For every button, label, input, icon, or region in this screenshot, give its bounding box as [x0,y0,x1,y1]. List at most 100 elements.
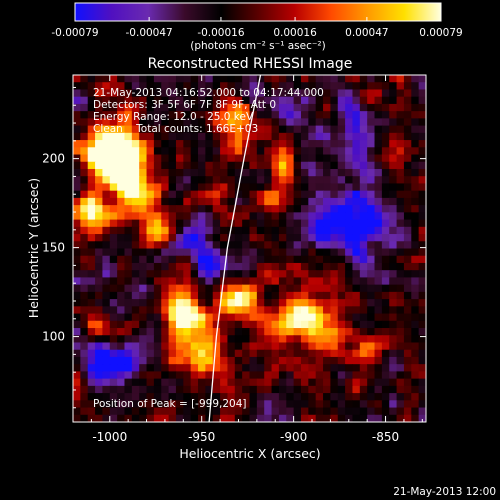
heatmap-cell [278,328,287,336]
heatmap-cell [389,82,398,91]
heatmap-cell [80,197,89,206]
heatmap-cell [212,364,221,372]
heatmap-cell [330,226,339,235]
heatmap-cell [117,75,126,83]
heatmap-cell [124,212,133,221]
heatmap-cell [212,111,221,119]
heatmap-cell [330,161,339,170]
heatmap-cell [330,277,339,286]
heatmap-cell [212,371,221,380]
heatmap-cell [278,378,287,387]
heatmap-cell [109,328,118,336]
heatmap-cell [293,205,302,213]
heatmap-cell [374,284,383,293]
heatmap-cell [109,125,118,134]
heatmap-cell [242,371,251,380]
heatmap-cell [293,277,302,286]
heatmap-cell [220,132,229,141]
heatmap-cell [264,82,273,91]
heatmap-cell [131,75,140,83]
heatmap-cell [374,277,383,286]
heatmap-cell [109,241,118,250]
heatmap-cell [220,161,229,170]
heatmap-cell [278,248,287,257]
heatmap-cell [124,335,133,344]
heatmap-cell [323,82,331,91]
heatmap-cell [190,140,199,148]
heatmap-cell [315,241,324,250]
heatmap-cell [264,335,273,344]
heatmap-cell [374,234,383,242]
heatmap-cell [403,241,412,250]
heatmap-cell [389,176,398,185]
heatmap-cell [168,306,177,315]
heatmap-cell [308,219,317,228]
heatmap-cell [345,356,354,365]
heatmap-cell [300,407,309,416]
heatmap-cell [124,183,133,192]
heatmap-cell [227,306,236,315]
heatmap-cell [418,197,426,206]
heatmap-cell [146,299,155,307]
heatmap-cell [242,147,251,156]
colorbar-ticks: -0.00079 -0.00047 -0.00016 0.00016 0.00047 0.… [51,17,463,39]
heatmap-cell [227,89,236,98]
heatmap-cell [234,284,243,293]
heatmap-cell [95,234,104,242]
colorbar-unit-label: (photons cm⁻² s⁻¹ asec⁻²) [190,40,325,52]
heatmap-cell [227,103,236,112]
heatmap-cell [109,248,118,257]
heatmap-cell [234,364,243,372]
heatmap-cell [337,371,346,380]
heatmap-cell [367,190,376,199]
heatmap-cell [234,378,243,387]
heatmap-cell [308,248,317,257]
heatmap-cell [367,219,376,228]
heatmap-cell [411,176,420,185]
heatmap-cell [330,385,339,394]
heatmap-cell [139,313,148,322]
heatmap-cell [242,378,251,387]
heatmap-cell [367,103,376,112]
heatmap-cell [396,132,405,141]
heatmap-cell [264,284,273,293]
heatmap-cell [87,234,96,242]
heatmap-cell [308,255,317,264]
heatmap-cell [418,270,426,279]
heatmap-cell [212,183,221,192]
heatmap-cell [117,277,126,286]
heatmap-cell [389,385,398,394]
heatmap-cell [212,82,221,91]
heatmap-cell [286,270,295,279]
heatmap-cell [256,248,265,257]
heatmap-cell [198,313,206,322]
heatmap-cell [183,277,192,286]
heatmap-cell [352,306,361,315]
heatmap-cell [153,270,162,279]
heatmap-cell [212,356,221,365]
heatmap-cell [403,234,412,242]
heatmap-cell [242,284,251,293]
heatmap-cell [337,75,346,83]
colorbar: -0.00079 -0.00047 -0.00016 0.00016 0.00047 0.… [51,2,463,52]
heatmap-cell [175,125,184,134]
heatmap-cell [396,96,405,105]
heatmap-cell [293,320,302,329]
heatmap-cell [131,197,140,206]
heatmap-cell [278,234,287,242]
heatmap-cell [87,364,96,372]
heatmap-cell [131,385,140,394]
heatmap-cell [308,335,317,344]
heatmap-cell [256,132,265,141]
heatmap-cell [234,241,243,250]
heatmap-cell [80,262,89,271]
heatmap-cell [389,320,398,329]
heatmap-cell [139,103,148,112]
heatmap-cell [242,197,251,206]
colorbar-tick-label: 0.00047 [345,27,388,39]
heatmap-cell [117,306,126,315]
heatmap-cell [308,356,317,365]
heatmap-cell [80,89,89,98]
heatmap-cell [286,234,295,242]
heatmap-cell [124,400,133,409]
